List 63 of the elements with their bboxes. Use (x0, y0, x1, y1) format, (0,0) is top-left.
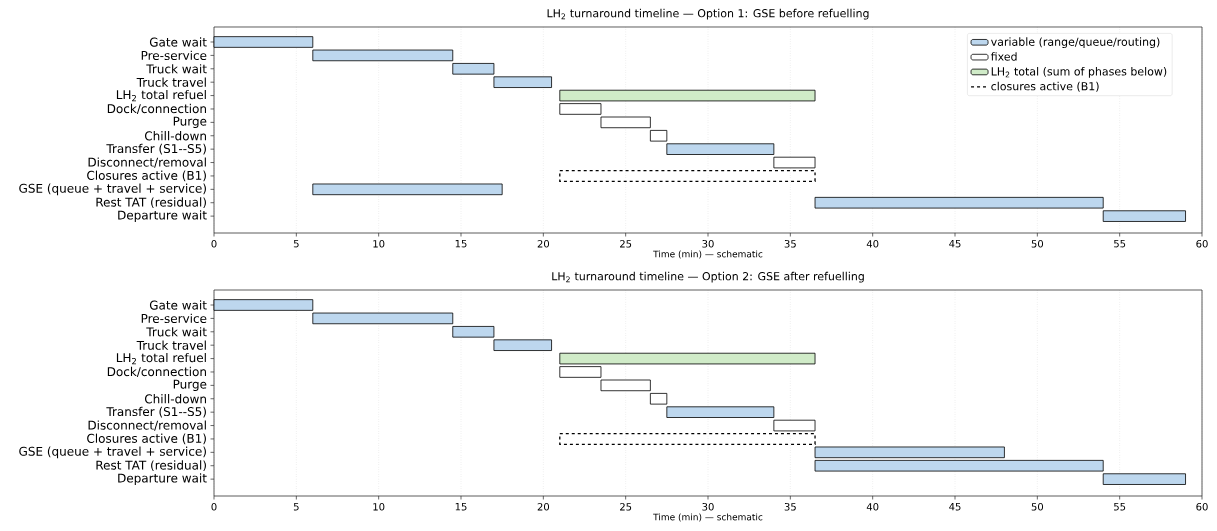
x-tick-label: 30 (702, 240, 714, 248)
y-tick-label: LH$_{2}$ total refuel (116, 89, 206, 102)
x-tick-label: 25 (620, 503, 632, 511)
x-tick-label: 50 (1031, 240, 1044, 248)
x-tick-label: 20 (537, 503, 550, 511)
y-tick-label: Chill-down (144, 131, 206, 141)
y-tick-label: Truck wait (146, 64, 207, 74)
x-tick-label: 55 (1114, 240, 1126, 248)
x-tick-label: 55 (1114, 503, 1126, 511)
y-tick-label: Transfer (S1--S5) (106, 406, 206, 418)
y-tick-label: Closures active (B1) (87, 170, 206, 182)
x-tick-label: 0 (211, 503, 217, 511)
x-tick-label: 60 (1196, 240, 1208, 248)
y-tick-label: Rest TAT (residual) (96, 197, 206, 209)
y-tick-label: Closures active (B1) (87, 433, 206, 445)
x-tick-label: 10 (373, 503, 385, 511)
y-tick-label: Truck wait (146, 327, 207, 337)
x-tick-label: 50 (1031, 503, 1044, 511)
x-tick-label: 15 (455, 503, 467, 511)
bar (312, 183, 503, 196)
chart-title: LH$_{2}$ turnaround timeline — Option 1: GSE before refuelling (547, 8, 869, 20)
x-tick-label: 20 (537, 240, 550, 248)
x-tick-label: 25 (620, 240, 632, 248)
y-tick-label: GSE (queue + travel + service) (19, 183, 206, 196)
x-tick-label: 40 (866, 503, 879, 511)
y-tick-label: Transfer (S1--S5) (106, 143, 206, 155)
y-tick-label: Purge (173, 379, 207, 391)
y-tick-label: GSE (queue + travel + service) (19, 446, 206, 459)
y-tick-label: Truck travel (136, 77, 206, 87)
y-tick-label: Rest TAT (residual) (96, 460, 206, 472)
x-tick-label: 5 (293, 240, 299, 248)
x-tick-label: 15 (455, 240, 467, 248)
y-tick-label: Gate wait (149, 300, 207, 310)
y-tick-label: Disconnect/removal (88, 157, 206, 168)
x-tick-label: 60 (1196, 503, 1208, 511)
x-axis-title: Time (min) — schematic (653, 250, 763, 259)
x-tick-label: 30 (702, 503, 714, 511)
y-tick-label: Pre-service (141, 313, 207, 324)
y-tick-label: Dock/connection (107, 103, 206, 115)
legend-label: closures active (B1) (991, 81, 1099, 92)
x-tick-label: 0 (211, 240, 217, 248)
y-tick-label: Disconnect/removal (88, 420, 206, 431)
y-tick-label: Dock/connection (107, 366, 206, 378)
x-tick-label: 45 (949, 503, 961, 511)
x-axis-title: Time (min) — schematic (653, 513, 763, 522)
y-tick-label: LH$_{2}$ total refuel (116, 352, 206, 365)
y-tick-label: Pre-service (141, 50, 207, 61)
legend-label: LH$_{2}$ total (sum of phases below) (991, 67, 1167, 78)
x-tick-label: 10 (373, 240, 385, 248)
y-tick-label: Gate wait (149, 37, 207, 47)
y-tick-label: Departure wait (118, 473, 207, 485)
x-tick-label: 5 (293, 503, 299, 511)
y-tick-label: Purge (173, 116, 207, 128)
x-tick-label: 35 (784, 503, 796, 511)
x-tick-label: 45 (949, 240, 961, 248)
y-tick-label: Departure wait (118, 210, 207, 222)
x-tick-label: 40 (866, 240, 879, 248)
chart-title: LH$_{2}$ turnaround timeline — Option 2: GSE after refuelling (552, 271, 864, 283)
legend-label: variable (range/queue/routing) (991, 37, 1160, 48)
legend-label: fixed (990, 52, 1017, 61)
x-tick-label: 35 (784, 240, 796, 248)
y-tick-label: Truck travel (136, 340, 206, 350)
y-tick-label: Chill-down (144, 394, 206, 404)
